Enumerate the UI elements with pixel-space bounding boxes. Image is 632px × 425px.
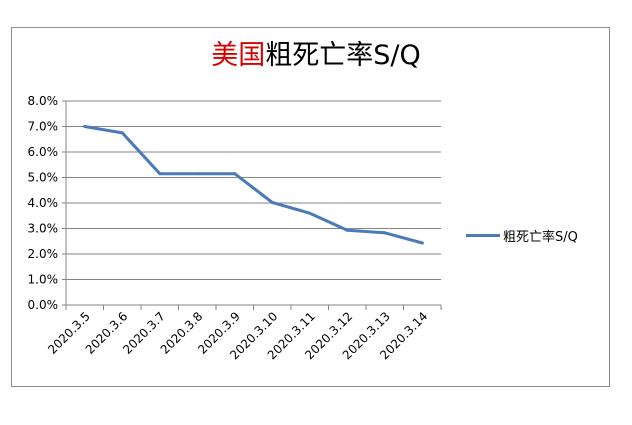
data-point bbox=[345, 228, 349, 232]
y-tick-label: 1.0% bbox=[28, 273, 59, 287]
y-tick-label: 6.0% bbox=[28, 145, 59, 159]
data-point bbox=[158, 172, 162, 176]
y-tick-label: 7.0% bbox=[28, 120, 59, 134]
data-point bbox=[383, 231, 387, 235]
y-tick-label: 5.0% bbox=[28, 171, 59, 185]
legend-series-label: 粗死亡率S/Q bbox=[503, 229, 578, 245]
series-line bbox=[83, 125, 424, 245]
chart-frame bbox=[11, 27, 610, 387]
data-point bbox=[195, 172, 199, 176]
data-point bbox=[308, 211, 312, 215]
data-point bbox=[270, 200, 274, 204]
data-point bbox=[233, 172, 237, 176]
chart-title-country: 美国 bbox=[211, 40, 266, 71]
legend-series-swatch bbox=[466, 233, 500, 237]
data-point bbox=[420, 241, 424, 245]
y-tick-label: 3.0% bbox=[28, 222, 59, 236]
y-tick-label: 4.0% bbox=[28, 196, 59, 210]
y-tick-label: 2.0% bbox=[28, 247, 59, 261]
y-tick-label: 0.0% bbox=[28, 298, 59, 312]
chart-legend: 粗死亡率S/Q bbox=[466, 226, 578, 245]
y-tick-label: 8.0% bbox=[28, 94, 59, 108]
chart-title-metric: 粗死亡率S/Q bbox=[265, 40, 421, 71]
chart-title: 美国粗死亡率S/Q bbox=[0, 39, 632, 73]
data-point bbox=[83, 125, 87, 128]
data-point bbox=[120, 131, 124, 135]
